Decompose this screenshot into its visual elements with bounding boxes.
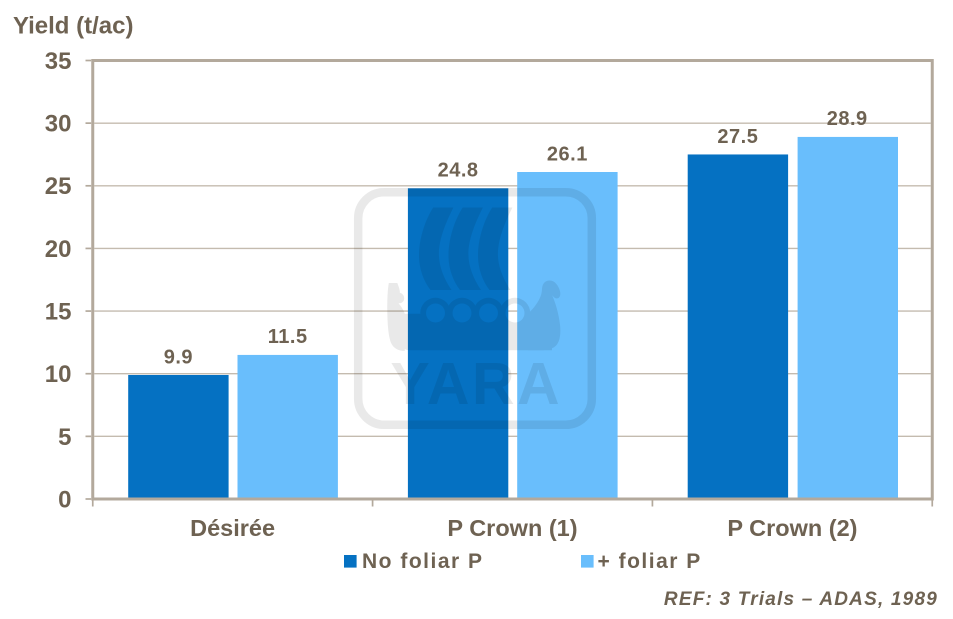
svg-text:20: 20 — [45, 236, 72, 263]
svg-text:Yield (t/ac): Yield (t/ac) — [13, 13, 133, 40]
svg-text:+ foliar P: + foliar P — [598, 550, 702, 573]
svg-text:27.5: 27.5 — [717, 126, 758, 148]
svg-text:P Crown (2): P Crown (2) — [727, 515, 857, 541]
svg-text:35: 35 — [45, 48, 72, 75]
svg-text:25: 25 — [45, 173, 72, 200]
svg-text:0: 0 — [58, 486, 71, 513]
svg-text:11.5: 11.5 — [268, 326, 308, 348]
svg-text:9.9: 9.9 — [164, 346, 193, 368]
svg-text:REF: 3 Trials – ADAS, 1989: REF: 3 Trials – ADAS, 1989 — [664, 589, 938, 610]
svg-text:28.9: 28.9 — [827, 108, 868, 130]
svg-text:10: 10 — [45, 361, 72, 388]
svg-text:15: 15 — [45, 299, 72, 326]
svg-text:24.8: 24.8 — [438, 160, 479, 182]
svg-text:5: 5 — [58, 424, 71, 451]
svg-text:30: 30 — [45, 111, 72, 138]
svg-text:Désirée: Désirée — [190, 515, 275, 541]
svg-text:26.1: 26.1 — [547, 143, 588, 165]
svg-text:P Crown (1): P Crown (1) — [447, 515, 577, 541]
svg-text:YARA: YARA — [390, 351, 562, 417]
svg-text:No foliar P: No foliar P — [362, 550, 484, 573]
